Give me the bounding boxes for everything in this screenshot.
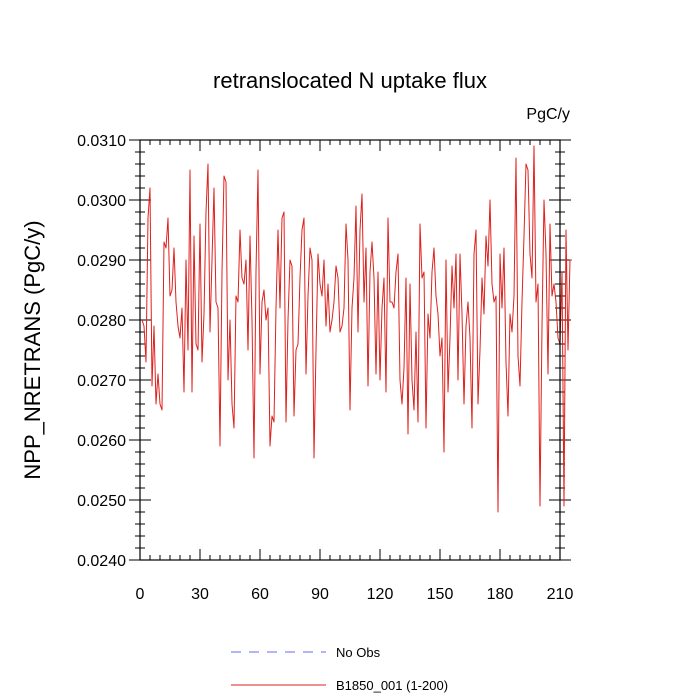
- axis-ticks: [129, 139, 571, 561]
- series-line: [141, 145, 572, 513]
- x-tick-label: 210: [547, 586, 574, 603]
- y-tick-label: 0.0240: [77, 553, 126, 570]
- legend: No Obs B1850_001 (1-200): [231, 645, 448, 693]
- legend-label: B1850_001 (1-200): [336, 678, 448, 693]
- y-tick-label: 0.0290: [77, 253, 126, 270]
- units-label: PgC/y: [526, 106, 570, 123]
- y-tick-label: 0.0270: [77, 373, 126, 390]
- y-tick-label: 0.0260: [77, 433, 126, 450]
- series-lines: [141, 145, 572, 513]
- x-tick-label: 120: [367, 586, 394, 603]
- x-tick-label: 60: [251, 586, 269, 603]
- y-tick-label: 0.0310: [77, 133, 126, 150]
- chart-title: retranslocated N uptake flux: [213, 68, 487, 93]
- plot-frame: [139, 139, 561, 561]
- y-tick-label: 0.0280: [77, 313, 126, 330]
- axis-tick-labels: 0 30 60 90 120 150 180 210 0.0240 0.0250 0.0260 0.0…: [77, 133, 573, 603]
- y-tick-label: 0.0300: [77, 193, 126, 210]
- x-tick-label: 0: [136, 586, 145, 603]
- x-tick-label: 30: [191, 586, 209, 603]
- x-tick-label: 90: [311, 586, 329, 603]
- y-tick-label: 0.0250: [77, 493, 126, 510]
- legend-label: No Obs: [336, 645, 381, 660]
- x-tick-label: 180: [487, 586, 514, 603]
- x-tick-label: 150: [427, 586, 454, 603]
